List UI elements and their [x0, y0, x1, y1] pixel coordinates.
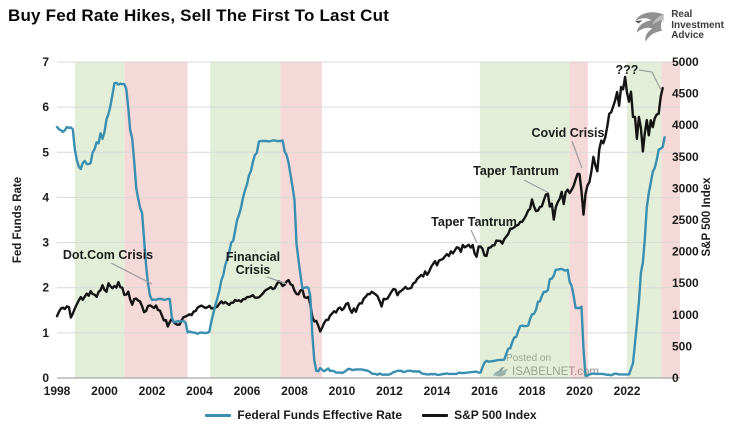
y-left-tick-label: 0 — [42, 371, 49, 385]
y-left-tick-label: 1 — [42, 326, 49, 340]
x-tick-label: 2022 — [614, 384, 641, 398]
band-cut — [661, 62, 680, 378]
sp500-line-swatch — [422, 413, 449, 417]
y-left-tick-label: 7 — [42, 55, 49, 69]
y-right-tick-label: 3500 — [672, 150, 699, 164]
y-right-tick-label: 4500 — [672, 87, 699, 101]
y-right-tick-label: 2500 — [672, 213, 699, 227]
brand-name: Real Investment Advice — [671, 10, 724, 42]
annotation-label: Taper Tantrum — [431, 215, 517, 229]
y-left-tick-label: 6 — [42, 100, 49, 114]
legend-item-fed-funds: Federal Funds Effective Rate — [205, 408, 402, 422]
y-left-tick-label: 3 — [42, 236, 49, 250]
annotation-label: ??? — [616, 63, 639, 77]
annotation-label: Dot.Com Crisis — [63, 248, 153, 262]
sp500-line — [55, 75, 664, 333]
annotation-pointer-line — [110, 262, 153, 285]
brand-line: Advice — [671, 30, 704, 42]
watermark-posted-on: Posted on — [506, 353, 599, 364]
band-cut — [124, 62, 188, 378]
annotation-label: Financial Crisis — [226, 250, 280, 277]
band-hike — [74, 62, 125, 378]
eagle-icon — [635, 12, 664, 42]
annotation-pointer-line — [571, 140, 583, 169]
x-tick-label: 2006 — [234, 384, 261, 398]
y-right-tick-label: 2000 — [672, 245, 699, 259]
brand-line: Investment — [671, 19, 724, 31]
legend-item-sp500: S&P 500 Index — [422, 408, 537, 422]
y-right-tick-label: 1500 — [672, 276, 699, 290]
y-left-tick-label: 2 — [42, 281, 49, 295]
y-right-tick-label: 500 — [672, 339, 692, 353]
bird-icon — [492, 366, 509, 377]
x-tick-label: 2012 — [376, 384, 403, 398]
band-cut — [569, 62, 588, 378]
fed-funds-line — [55, 81, 666, 377]
legend-label-sp500: S&P 500 Index — [454, 408, 537, 422]
band-cut — [280, 62, 322, 378]
x-tick-label: 2016 — [471, 384, 498, 398]
x-tick-label: 2014 — [424, 384, 451, 398]
watermark-site: ISABELNET.com — [512, 366, 599, 378]
y-right-tick-label: 5000 — [672, 55, 699, 69]
x-tick-label: 2002 — [139, 384, 166, 398]
band-hike — [210, 62, 281, 378]
x-tick-label: 1998 — [44, 384, 71, 398]
annotation-pointer-line — [470, 229, 478, 244]
page-title: Buy Fed Rate Hikes, Sell The First To La… — [8, 6, 390, 25]
y-right-tick-label: 3000 — [672, 181, 699, 195]
annotation-label: Taper Tantrum — [473, 164, 559, 178]
x-tick-label: 2010 — [329, 384, 356, 398]
annotation-label: Covid Crisis — [532, 126, 605, 140]
x-tick-label: 2018 — [519, 384, 546, 398]
brand-logo: Real Investment Advice — [631, 8, 724, 44]
y-right-axis-title: S&P 500 Index — [701, 177, 713, 257]
y-right-tick-label: 1000 — [672, 308, 699, 322]
y-left-tick-label: 5 — [42, 145, 49, 159]
watermark: Posted on ISABELNET.com — [492, 353, 599, 379]
fed-funds-line-swatch — [205, 413, 232, 417]
x-tick-label: 2008 — [281, 384, 308, 398]
annotation-pointer-line — [523, 179, 550, 194]
y-left-axis-title: Fed Funds Rate — [12, 177, 24, 263]
x-tick-label: 2020 — [566, 384, 593, 398]
x-tick-label: 2004 — [186, 384, 213, 398]
y-right-tick-label: 0 — [672, 371, 679, 385]
annotation-pointer-line — [638, 69, 662, 91]
legend-label-fed-funds: Federal Funds Effective Rate — [237, 408, 403, 422]
y-right-tick-label: 4000 — [672, 118, 699, 132]
annotation-pointer-line — [266, 276, 288, 285]
brand-line: Real — [671, 9, 693, 21]
x-tick-label: 2000 — [91, 384, 118, 398]
y-left-tick-label: 4 — [42, 190, 49, 204]
chart-legend: Federal Funds Effective Rate S&P 500 Ind… — [6, 408, 730, 422]
